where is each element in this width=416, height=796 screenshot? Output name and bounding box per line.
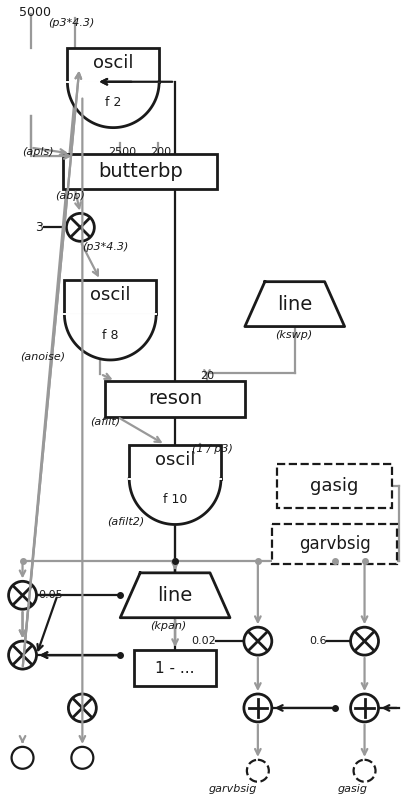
Text: 0.02: 0.02 <box>191 636 216 646</box>
Text: f 8: f 8 <box>102 329 119 341</box>
Text: line: line <box>277 295 312 314</box>
Bar <box>67 48 159 82</box>
Circle shape <box>68 694 97 722</box>
Bar <box>129 445 221 478</box>
Polygon shape <box>64 314 156 360</box>
Text: f 2: f 2 <box>105 96 121 109</box>
Text: 20: 20 <box>200 371 214 381</box>
Bar <box>64 280 156 314</box>
Text: 200: 200 <box>150 146 171 157</box>
Circle shape <box>244 627 272 655</box>
Text: 2500: 2500 <box>108 146 136 157</box>
Text: butterbp: butterbp <box>98 162 183 181</box>
Text: (1 / p3): (1 / p3) <box>192 443 233 454</box>
Circle shape <box>12 747 34 769</box>
Text: (abp): (abp) <box>55 192 85 201</box>
Text: 0.05: 0.05 <box>39 591 63 600</box>
Polygon shape <box>120 573 230 618</box>
Circle shape <box>247 760 269 782</box>
Circle shape <box>9 581 37 609</box>
Text: 3: 3 <box>35 220 42 234</box>
Text: f 10: f 10 <box>163 493 187 506</box>
Text: line: line <box>158 586 193 605</box>
Circle shape <box>67 213 94 241</box>
Text: garvbsig: garvbsig <box>299 536 371 553</box>
Polygon shape <box>129 478 221 525</box>
Text: gasig: gasig <box>310 477 359 494</box>
Polygon shape <box>245 282 344 326</box>
Text: (afilt2): (afilt2) <box>107 517 144 526</box>
Text: (apls): (apls) <box>22 146 54 157</box>
Bar <box>272 525 397 564</box>
Text: 0.6: 0.6 <box>309 636 327 646</box>
Text: (anoise): (anoise) <box>20 352 66 362</box>
Circle shape <box>72 747 93 769</box>
Polygon shape <box>67 82 159 127</box>
Bar <box>277 463 392 508</box>
Text: oscil: oscil <box>93 54 134 72</box>
Text: oscil: oscil <box>155 451 196 469</box>
Text: (kswp): (kswp) <box>275 330 312 340</box>
Text: gasig: gasig <box>337 784 368 794</box>
Text: oscil: oscil <box>90 286 131 304</box>
Circle shape <box>354 760 376 782</box>
Circle shape <box>351 694 379 722</box>
Text: (afilt): (afilt) <box>90 417 121 427</box>
Text: 1 - ...: 1 - ... <box>155 661 195 676</box>
Circle shape <box>9 641 37 669</box>
Text: (p3*4.3): (p3*4.3) <box>48 18 95 28</box>
Bar <box>63 154 218 189</box>
Text: (kpan): (kpan) <box>150 621 186 631</box>
Circle shape <box>244 694 272 722</box>
Bar <box>134 650 216 686</box>
Circle shape <box>351 627 379 655</box>
Text: (p3*4.3): (p3*4.3) <box>82 242 129 252</box>
Bar <box>105 381 245 417</box>
Text: reson: reson <box>148 389 202 408</box>
Text: garvbsig: garvbsig <box>209 784 257 794</box>
Text: 5000: 5000 <box>19 6 51 19</box>
